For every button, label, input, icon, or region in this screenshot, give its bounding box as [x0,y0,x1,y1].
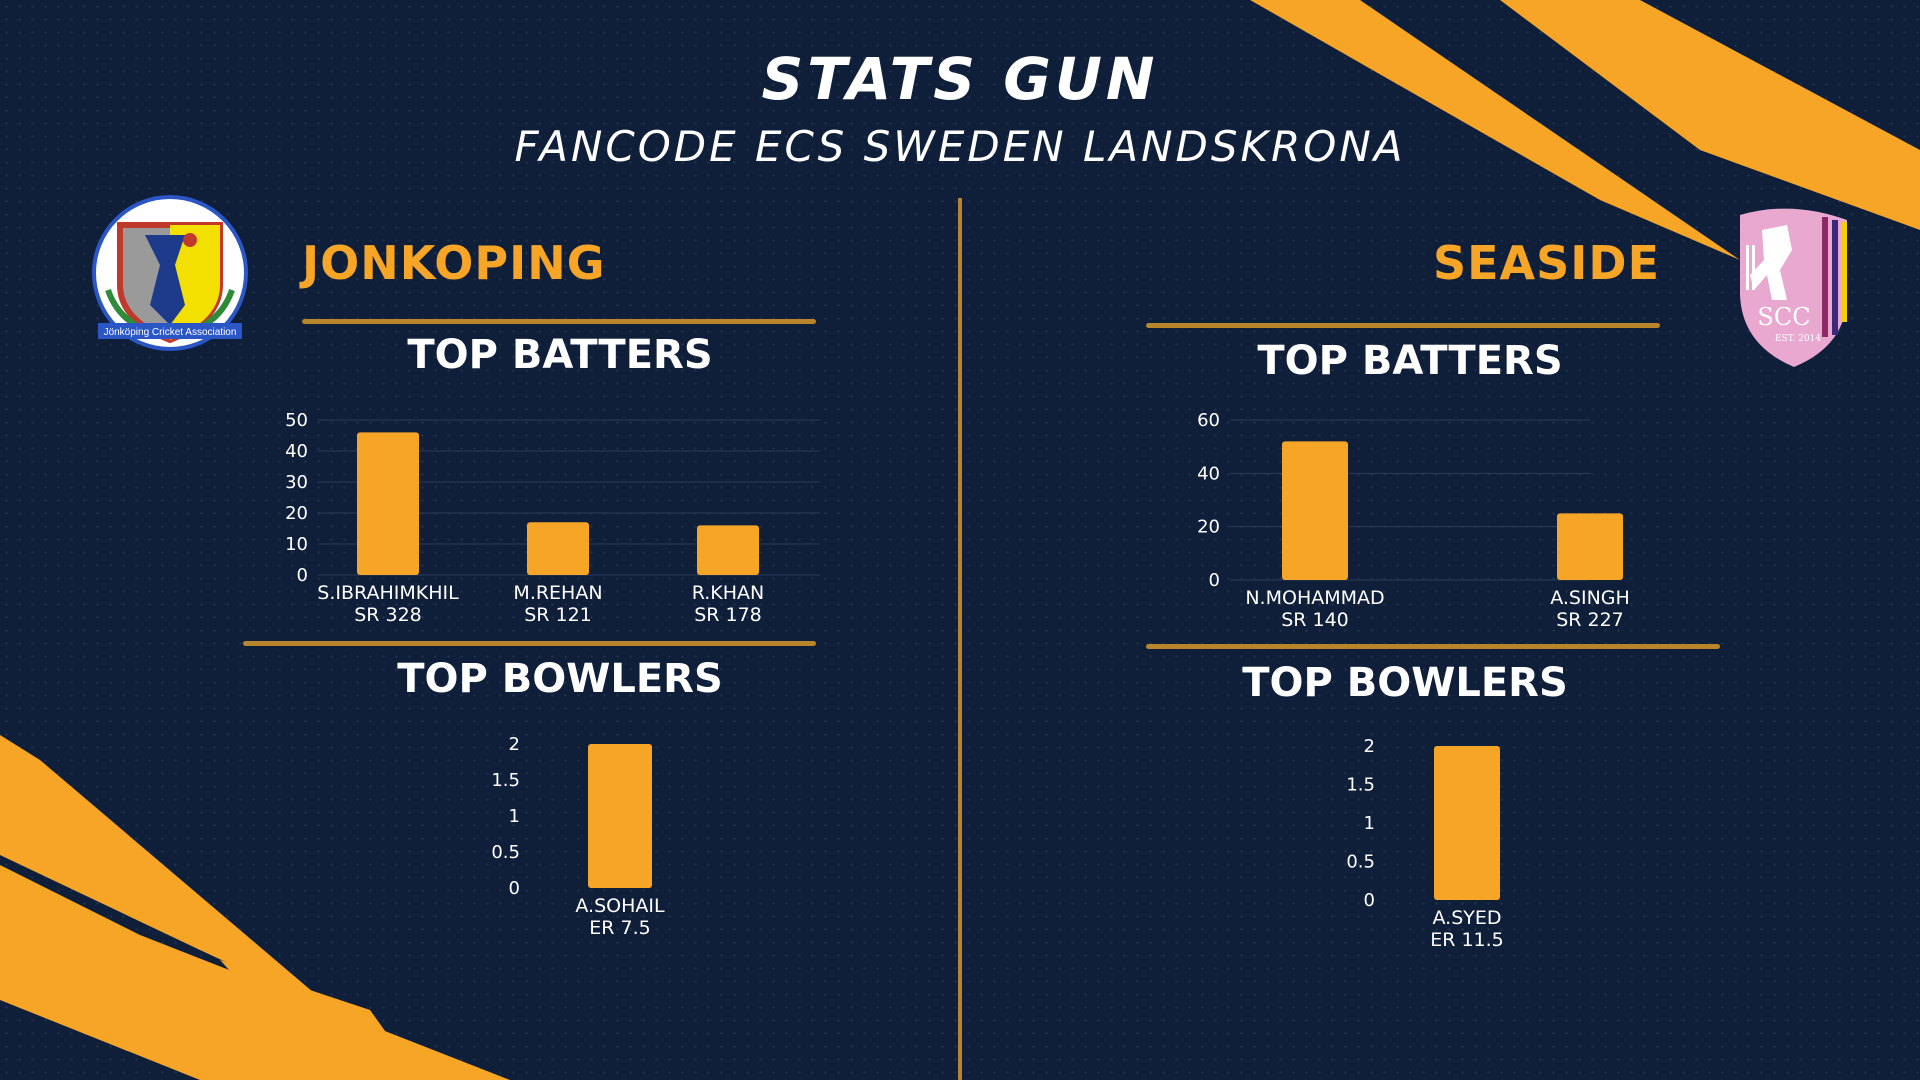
y-tick-label: 40 [1197,463,1220,484]
y-tick-label: 20 [285,503,308,524]
bar [588,744,652,888]
bar [1282,441,1348,580]
heading-right-bowlers: TOP BOWLERS [1242,660,1568,706]
x-category-label: A.SINGH [1550,587,1630,609]
bar [357,432,419,575]
y-tick-label: 10 [285,534,308,555]
y-tick-label: 30 [285,472,308,493]
y-tick-label: 40 [285,441,308,462]
bar [1434,746,1500,900]
x-sublabel: ER 7.5 [589,917,650,939]
logo-est: EST. 2014 [1775,334,1821,344]
team-name-left: JONKOPING [302,236,606,290]
y-tick-label: 1.5 [1346,775,1375,796]
jonkoping-logo-icon: Jönköping Cricket Association [92,195,248,351]
y-tick-label: 60 [1197,410,1220,431]
y-tick-label: 2 [1364,736,1375,757]
y-tick-label: 1 [509,806,520,827]
team-name-right: SEASIDE [1432,236,1660,290]
stripe-top-2 [1500,0,1920,230]
x-sublabel: ER 11.5 [1430,929,1504,951]
stripe-top-1 [1250,0,1740,260]
y-tick-label: 0 [297,565,308,586]
x-category-label: A.SYED [1432,907,1501,929]
y-tick-label: 20 [1197,517,1220,538]
bar [697,525,759,575]
heading-left-bowlers: TOP BOWLERS [397,656,723,702]
center-divider [958,198,962,1080]
y-tick-label: 0 [509,878,520,899]
y-tick-label: 0 [1364,890,1375,911]
rule-left-mid [243,641,816,646]
logo-letters: SCC [1757,303,1810,331]
rule-right-top [1146,323,1660,328]
stripe-top-3 [1300,0,1360,25]
scc-logo-icon: SCC EST. 2014 [1740,208,1847,367]
page-title: STATS GUN [761,45,1159,113]
rule-right-mid [1146,644,1720,649]
stripe-bottom-1 [0,735,340,1015]
page-subtitle: FANCODE ECS SWEDEN LANDSKRONA [514,122,1406,171]
y-tick-label: 1 [1364,813,1375,834]
heading-right-batters: TOP BATTERS [1257,338,1563,384]
heading-left-batters: TOP BATTERS [407,332,713,378]
x-sublabel: SR 227 [1556,609,1624,631]
x-category-label: N.MOHAMMAD [1245,587,1384,609]
x-category-label: R.KHAN [692,582,765,604]
bar [527,522,589,575]
logo-caption: Jönköping Cricket Association [104,327,237,338]
x-sublabel: SR 178 [694,604,762,626]
stripe-bottom-3 [220,960,420,1080]
x-category-label: S.IBRAHIMKHIL [317,582,459,604]
y-tick-label: 50 [285,410,308,431]
x-category-label: A.SOHAIL [575,895,665,917]
y-tick-label: 0 [1209,570,1220,591]
rule-left-top [302,319,816,324]
y-tick-label: 2 [509,734,520,755]
y-tick-label: 0.5 [1346,852,1375,873]
stripe-bottom-2 [0,865,510,1080]
x-sublabel: SR 140 [1281,609,1349,631]
x-category-label: M.REHAN [513,582,602,604]
x-sublabel: SR 121 [524,604,592,626]
y-tick-label: 1.5 [491,770,520,791]
bar [1557,513,1623,580]
x-sublabel: SR 328 [354,604,422,626]
y-tick-label: 0.5 [491,842,520,863]
